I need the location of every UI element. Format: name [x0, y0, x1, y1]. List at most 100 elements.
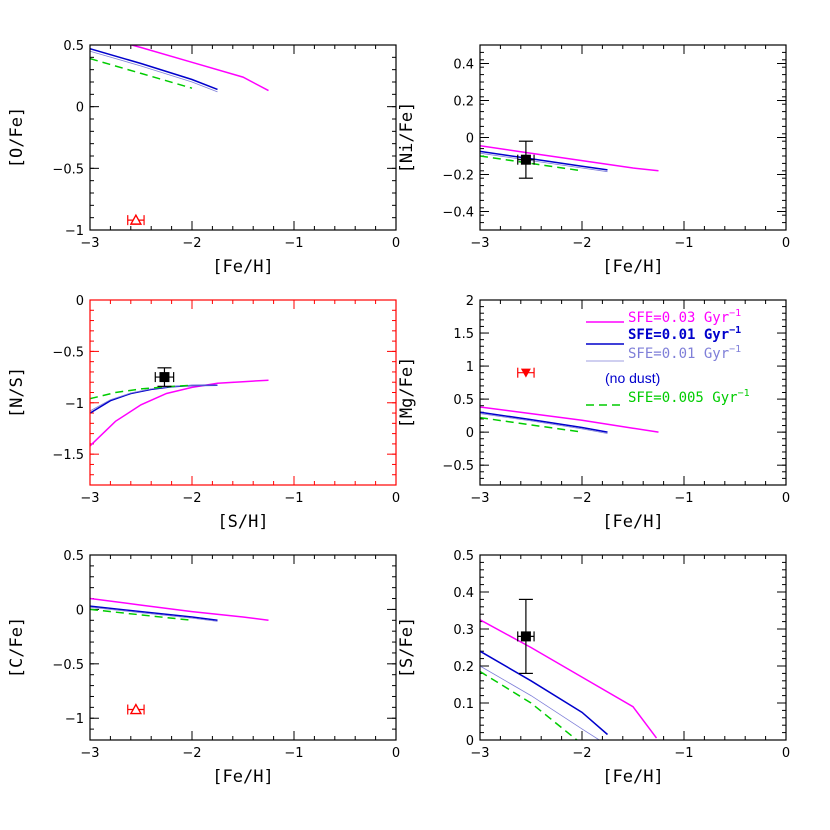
y-axis-label: [O/Fe]: [7, 107, 27, 168]
square-marker: [520, 154, 531, 165]
y-tick-label: 0: [76, 101, 84, 116]
x-tick-label: −2: [182, 491, 201, 506]
x-axis-label: [Fe/H]: [602, 257, 663, 277]
x-tick-label: −1: [674, 746, 693, 761]
series-line-3: [480, 665, 600, 740]
series-line-4: [90, 608, 193, 622]
series-line-2: [480, 411, 608, 433]
series-line-1: [90, 379, 269, 447]
series-line-3: [90, 50, 218, 93]
panel-frame: [89, 554, 397, 741]
x-tick-label: −2: [572, 491, 591, 506]
y-axis-label: [C/Fe]: [7, 617, 27, 678]
y-tick-label: 0.1: [453, 697, 474, 712]
x-axis-label: [Fe/H]: [212, 257, 273, 277]
y-tick-label: 0.5: [453, 549, 474, 564]
series-line-4: [480, 416, 583, 433]
y-tick-label: 0: [466, 426, 474, 441]
series-line-3: [90, 384, 218, 412]
y-tick-label: 0.2: [453, 95, 474, 110]
legend-label-2: SFE=0.01 Gyr−1: [628, 325, 741, 343]
y-tick-label: −1: [65, 224, 84, 239]
series-line-1: [480, 145, 659, 172]
y-tick-label: −0.5: [52, 345, 84, 360]
panel-6: −3 −2 −1 0 0 0.1 0.2 0.3 0.4 0.5 [Fe/H] [S/Fe]: [397, 549, 790, 787]
series-line-1: [128, 45, 269, 92]
x-tick-label: −1: [284, 236, 303, 251]
legend-label-4: SFE=0.005 Gyr−1: [628, 388, 750, 406]
series-group: [90, 379, 269, 447]
x-tick-label: −3: [80, 746, 99, 761]
y-tick-label: 0: [76, 294, 84, 309]
series-line-2: [480, 150, 608, 171]
panel-5: −3 −2 −1 0 −1 −0.5 0 0.5 [Fe/H] [C/Fe]: [7, 549, 400, 787]
x-tick-label: 0: [392, 236, 400, 251]
series-line-4: [480, 670, 578, 740]
series-group: [90, 45, 269, 93]
x-tick-label: 0: [782, 746, 790, 761]
legend-label-superscript: −1: [729, 344, 741, 355]
y-tick-label: −1: [65, 712, 84, 727]
y-tick-label: 0.4: [453, 58, 474, 73]
x-tick-label: −2: [572, 236, 591, 251]
x-tick-label: −2: [572, 746, 591, 761]
data-point: [127, 703, 145, 715]
data-point: [517, 140, 535, 179]
legend-note: (no dust): [605, 370, 660, 386]
x-tick-label: −1: [284, 491, 303, 506]
y-tick-label: 1: [466, 360, 474, 375]
y-tick-label: 0: [466, 734, 474, 749]
y-tick-label: 0.3: [453, 623, 474, 638]
x-tick-label: −3: [80, 236, 99, 251]
series-group: [480, 145, 659, 173]
y-tick-label: −1.5: [52, 448, 84, 463]
y-tick-label: 2: [466, 294, 474, 309]
square-marker: [520, 631, 531, 642]
series-line-2: [480, 650, 608, 736]
down-triangle-marker: [520, 368, 531, 378]
series-line-2: [90, 605, 218, 622]
series-line-4: [90, 384, 193, 400]
x-axis-label: [Fe/H]: [602, 767, 663, 787]
y-axis-label: [S/Fe]: [397, 617, 417, 678]
series-line-3: [480, 152, 608, 173]
x-axis-label: [Fe/H]: [212, 767, 273, 787]
y-tick-label: 0.5: [63, 39, 84, 54]
y-tick-label: 0.5: [453, 393, 474, 408]
x-tick-label: −1: [284, 746, 303, 761]
x-tick-label: −1: [674, 236, 693, 251]
x-tick-label: 0: [782, 491, 790, 506]
series-group: [480, 406, 659, 434]
series-group: [480, 619, 658, 740]
x-tick-label: 0: [392, 491, 400, 506]
x-tick-label: −2: [182, 746, 201, 761]
panel-frame: [89, 299, 397, 486]
y-tick-label: 0: [466, 132, 474, 147]
y-tick-label: 0.2: [453, 660, 474, 675]
x-tick-label: 0: [392, 746, 400, 761]
x-tick-label: −3: [470, 236, 489, 251]
y-tick-label: −0.5: [442, 459, 474, 474]
legend-label-superscript: −1: [729, 325, 741, 336]
panel-1: −3 −2 −1 0 −1 −0.5 0 0.5 [Fe/H] [O/Fe]: [7, 39, 400, 277]
series-line-4: [480, 155, 583, 172]
legend-label-1: SFE=0.03 Gyr−1: [628, 308, 741, 326]
x-tick-label: −3: [470, 746, 489, 761]
y-tick-label: 0.4: [453, 586, 474, 601]
x-tick-label: −3: [80, 491, 99, 506]
y-tick-label: −1: [65, 397, 84, 412]
x-axis-label: [Fe/H]: [602, 512, 663, 532]
series-line-3: [480, 413, 608, 434]
open-triangle-marker: [129, 213, 143, 225]
x-tick-label: 0: [782, 236, 790, 251]
y-axis-label: [N/S]: [7, 367, 27, 418]
panel-3: −3 −2 −1 0 −1.5 −1 −0.5 0 [S/H] [N/S]: [7, 294, 400, 532]
panel-frame: [479, 44, 787, 231]
data-point: [517, 367, 535, 378]
y-tick-label: 1.5: [453, 327, 474, 342]
panel-2: −3 −2 −1 0 −0.4 −0.2 0 0.2 0.4 [Fe/H] [Ni/Fe]: [397, 44, 790, 277]
series-line-1: [480, 619, 658, 739]
open-triangle-marker: [129, 703, 143, 715]
